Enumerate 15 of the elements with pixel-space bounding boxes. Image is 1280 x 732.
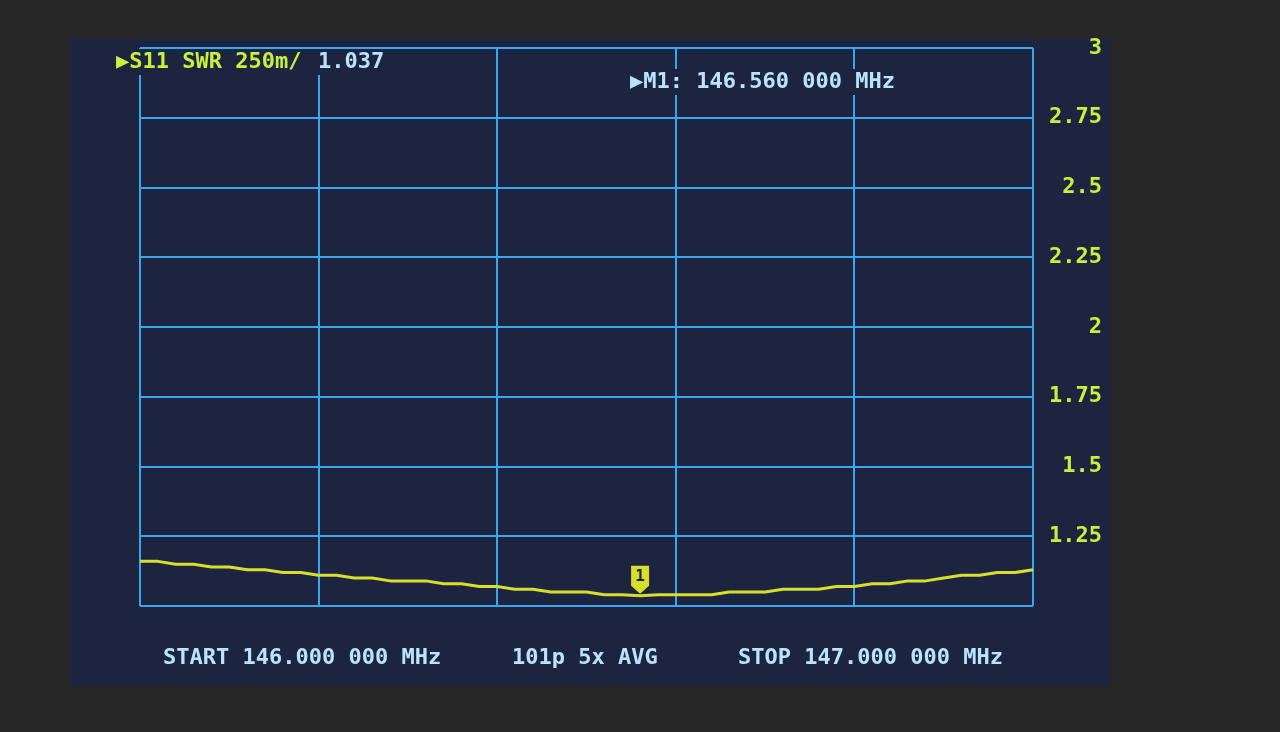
- text: START 146.000 000 MHz: [163, 643, 442, 669]
- y-tick-label: 2.5: [1062, 173, 1102, 199]
- annotation: 1: [635, 565, 645, 585]
- annotation: ▶M1: 146.560 000 MHz: [630, 67, 895, 93]
- y-tick-label: 2.25: [1049, 242, 1102, 268]
- y-tick-label: 2.75: [1049, 103, 1102, 129]
- y-tick-label: 1.25: [1049, 521, 1102, 547]
- annotation: 1.037: [318, 47, 385, 73]
- y-tick-label: 3: [1088, 33, 1102, 59]
- y-tick-label: 1.75: [1049, 382, 1102, 408]
- annotation: ▶S11 SWR 250m/: [116, 47, 302, 73]
- text: STOP 147.000 000 MHz: [738, 643, 1003, 669]
- y-tick-label: 1.5: [1062, 452, 1102, 478]
- y-tick-label: 2: [1088, 312, 1102, 338]
- text: 101p 5x AVG: [512, 643, 658, 669]
